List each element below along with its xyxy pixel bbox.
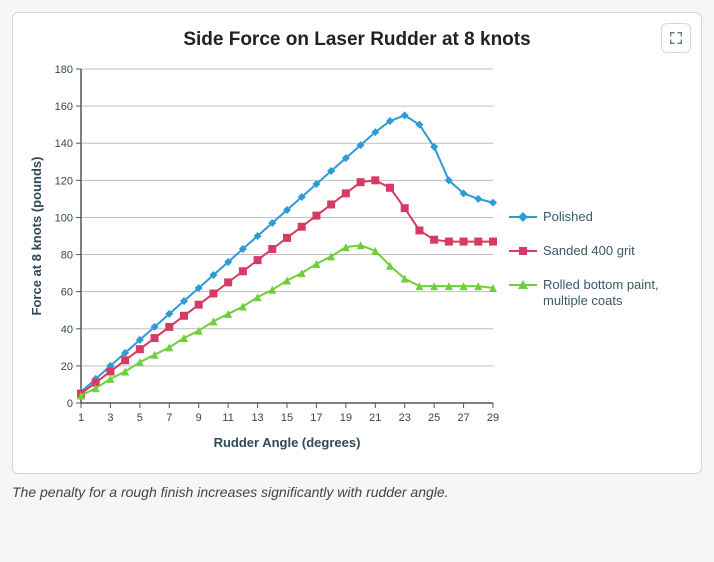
- svg-text:5: 5: [137, 412, 143, 424]
- expand-icon: [668, 30, 684, 46]
- legend-item-polished: Polished: [509, 209, 691, 225]
- svg-text:3: 3: [107, 412, 113, 424]
- legend-label: Sanded 400 grit: [543, 243, 635, 259]
- svg-text:Force at 8 knots (pounds): Force at 8 knots (pounds): [29, 157, 44, 316]
- svg-text:40: 40: [61, 324, 73, 336]
- svg-text:15: 15: [281, 412, 293, 424]
- svg-text:13: 13: [251, 412, 263, 424]
- chart-title: Side Force on Laser Rudder at 8 knots: [23, 29, 691, 51]
- svg-text:20: 20: [61, 361, 73, 373]
- legend-label: Polished: [543, 209, 593, 225]
- svg-text:27: 27: [457, 412, 469, 424]
- svg-text:80: 80: [61, 250, 73, 262]
- svg-text:0: 0: [67, 398, 73, 410]
- svg-text:9: 9: [196, 412, 202, 424]
- svg-text:180: 180: [55, 64, 73, 76]
- svg-text:11: 11: [222, 412, 233, 424]
- svg-text:21: 21: [369, 412, 381, 424]
- legend-swatch: [509, 245, 537, 257]
- chart-caption: The penalty for a rough finish increases…: [12, 484, 702, 500]
- svg-text:140: 140: [55, 138, 73, 150]
- legend-label: Rolled bottom paint, multiple coats: [543, 277, 691, 310]
- svg-text:23: 23: [399, 412, 411, 424]
- legend-item-rolled: Rolled bottom paint, multiple coats: [509, 277, 691, 310]
- svg-text:29: 29: [487, 412, 499, 424]
- chart-card: Side Force on Laser Rudder at 8 knots 0 2…: [12, 12, 702, 474]
- svg-text:1: 1: [78, 412, 84, 424]
- svg-text:120: 120: [55, 175, 73, 187]
- svg-text:17: 17: [310, 412, 322, 424]
- chart-area: 0204060801001201401601801357911131517192…: [23, 59, 691, 459]
- svg-text:19: 19: [340, 412, 352, 424]
- legend-swatch: [509, 279, 537, 291]
- svg-text:60: 60: [61, 287, 73, 299]
- line-chart: 0204060801001201401601801357911131517192…: [23, 59, 503, 459]
- legend-item-sanded: Sanded 400 grit: [509, 243, 691, 259]
- svg-text:7: 7: [166, 412, 172, 424]
- svg-text:Rudder Angle (degrees): Rudder Angle (degrees): [214, 435, 361, 450]
- svg-text:25: 25: [428, 412, 440, 424]
- svg-text:160: 160: [55, 101, 73, 113]
- legend-swatch: [509, 211, 537, 223]
- svg-text:100: 100: [55, 212, 73, 224]
- legend: Polished Sanded 400 grit Rolled bottom p…: [503, 191, 691, 328]
- expand-button[interactable]: [661, 23, 691, 53]
